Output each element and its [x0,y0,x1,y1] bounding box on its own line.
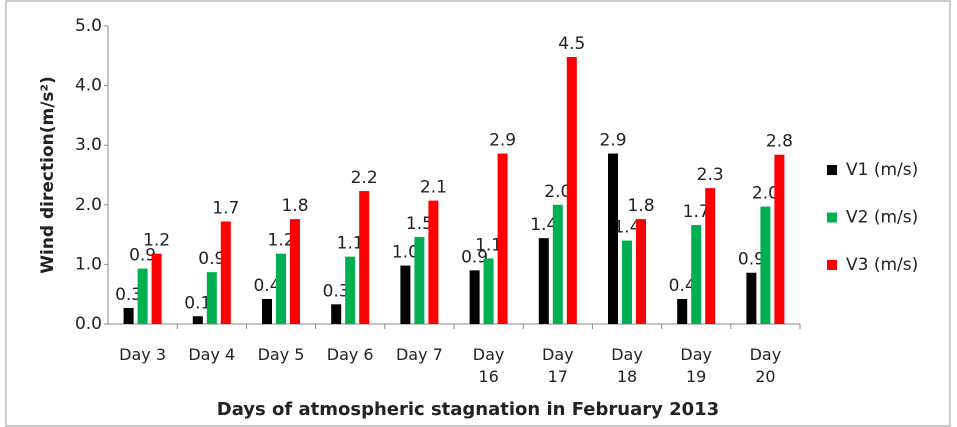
value-label: 2.8 [766,132,793,152]
bar [220,221,231,324]
value-label: 1.7 [212,198,239,218]
value-label: 2.9 [489,131,516,151]
value-label: 0.1 [184,293,211,313]
bar [331,304,342,324]
legend-swatch [827,212,837,223]
bar [400,265,411,324]
value-label: 1.8 [281,196,308,216]
y-tick-label: 2.0 [75,195,102,215]
y-tick-label: 4.0 [75,76,102,96]
legend-label: V2 (m/s) [846,208,918,228]
x-tick-label: Day 18 [611,345,643,386]
bar [192,316,203,324]
value-label: 1.4 [530,215,557,235]
bar [636,219,646,324]
bar [123,307,134,324]
x-tick-label: Day 3 [119,345,167,364]
value-label: 0.9 [129,246,156,266]
x-tick-label: Day 16 [472,345,505,386]
value-label: 0.3 [323,281,350,301]
value-label: 1.2 [143,231,170,251]
value-label: 1.4 [613,218,640,238]
bar [290,219,300,324]
value-label: 1.1 [337,234,364,254]
legend-label: V3 (m/s) [846,255,918,275]
value-label: 0.9 [198,249,225,269]
value-label: 1.2 [267,231,294,251]
value-label: 2.9 [599,131,626,151]
value-label: 1.5 [406,214,433,234]
value-label: 0.4 [253,276,280,296]
x-axis-title: Days of atmospheric stagnation in Februa… [217,399,719,420]
x-tick-label: Day 5 [257,345,305,364]
x-tick-label: Day 19 [680,345,712,386]
bar [359,191,370,324]
x-tick-label: Day 6 [326,345,374,364]
x-tick-label: Day 20 [749,345,782,386]
value-label: 0.9 [738,250,765,270]
bar [469,270,480,324]
y-tick-label: 3.0 [75,135,102,155]
y-axis-title: Wind direction(m/s²) [38,76,58,274]
value-label: 1.8 [627,196,654,216]
value-label: 0.3 [115,285,142,305]
bar [538,238,549,324]
value-label: 1.1 [475,235,502,255]
value-label: 1.7 [683,202,710,222]
bar [760,206,771,324]
bar [552,204,563,324]
value-label: 0.9 [461,247,488,267]
x-tick-label: Day 7 [395,345,443,364]
bar [566,56,577,324]
bar [608,153,618,324]
frame [5,0,951,427]
value-label: 2.3 [697,165,724,185]
x-tick-label: Day 17 [542,345,574,386]
value-label: 2.1 [420,178,447,198]
bar [414,236,425,324]
bar [497,153,508,324]
y-tick-label: 5.0 [75,16,102,36]
value-label: 4.5 [558,34,585,54]
value-label: 0.4 [669,276,696,296]
bar [746,272,757,324]
bar [137,268,148,324]
value-label: 2.2 [351,168,378,188]
bar [705,188,716,324]
legend-swatch [827,260,837,270]
bar [345,256,356,324]
value-label: 2.0 [544,182,571,202]
bar [691,225,702,324]
bar [262,298,272,324]
value-label: 1.0 [392,243,419,263]
bar [622,240,632,324]
x-tick-label: Day 4 [188,345,236,364]
bar [483,258,494,324]
legend-swatch [827,165,837,175]
legend-label: V1 (m/s) [846,160,918,180]
bar [428,200,439,324]
y-tick-label: 0.0 [75,314,102,334]
y-tick-label: 1.0 [75,254,102,274]
bar [774,154,785,324]
bar [677,298,688,324]
bar [206,272,217,324]
bar [276,253,286,324]
bar [151,253,162,324]
value-label: 2.0 [752,184,779,204]
